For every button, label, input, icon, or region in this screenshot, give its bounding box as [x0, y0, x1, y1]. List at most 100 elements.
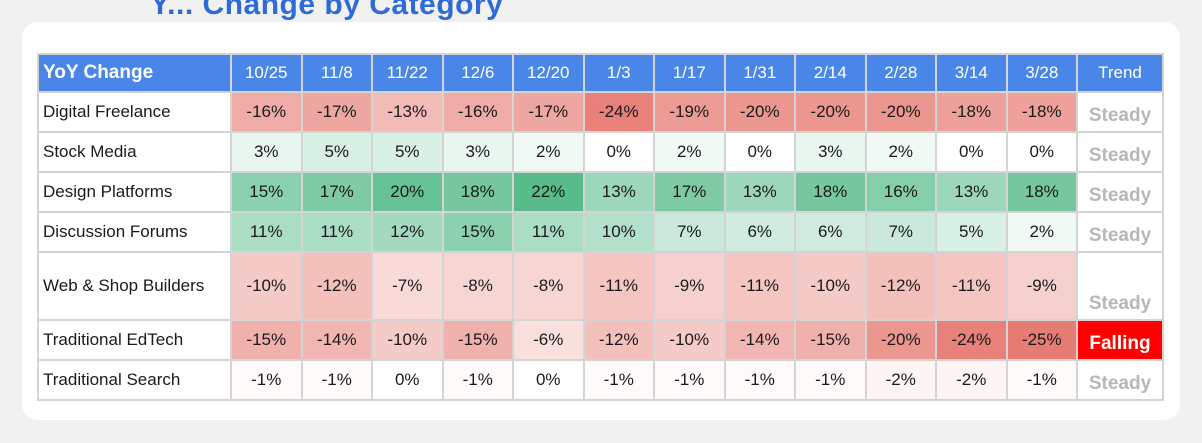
column-header: 1/3 [582, 53, 655, 93]
table-row: Stock Media 3% 5% 5% 3% 2% 0% 2% 0% 3% 2% 0% 0% Stead… [37, 131, 1164, 173]
value-cell: 11% [512, 211, 585, 253]
value-cell: 2% [653, 131, 726, 173]
trend-cell: Steady [1076, 251, 1164, 321]
value-cell: 0% [1005, 131, 1078, 173]
value-cell: 22% [512, 171, 585, 213]
header-row: YoY Change 10/25 11/8 11/22 12/6 12/20 1/3 1/1… [37, 53, 1164, 93]
value-cell: 13% [723, 171, 796, 213]
table-row: Traditional EdTech -15% -14% -10% -15% -6% -12… [37, 319, 1164, 361]
value-cell: 15% [441, 211, 514, 253]
value-cell: -9% [653, 251, 726, 321]
value-cell: -12% [864, 251, 937, 321]
column-header: 11/8 [300, 53, 373, 93]
value-cell: -25% [1005, 319, 1078, 361]
value-cell: -17% [300, 91, 373, 133]
value-cell: -24% [935, 319, 1008, 361]
table-card: YoY Change 10/25 11/8 11/22 12/6 12/20 1/3 1/1… [22, 22, 1180, 420]
value-cell: -10% [653, 319, 726, 361]
column-header: 10/25 [230, 53, 303, 93]
value-cell: -1% [723, 359, 796, 401]
value-cell: 15% [230, 171, 303, 213]
value-cell: -18% [1005, 91, 1078, 133]
value-cell: -12% [300, 251, 373, 321]
value-cell: -24% [582, 91, 655, 133]
value-cell: -20% [864, 319, 937, 361]
value-cell: -1% [1005, 359, 1078, 401]
value-cell: -8% [441, 251, 514, 321]
value-cell: -10% [230, 251, 303, 321]
value-cell: -11% [935, 251, 1008, 321]
value-cell: -20% [864, 91, 937, 133]
table-row: Digital Freelance -16% -17% -13% -16% -17% -24… [37, 91, 1164, 133]
table-body: Digital Freelance -16% -17% -13% -16% -17% -24… [37, 91, 1164, 401]
page-title: Y... Change by Category [150, 0, 504, 21]
value-cell: -12% [582, 319, 655, 361]
value-cell: 3% [230, 131, 303, 173]
value-cell: 3% [794, 131, 867, 173]
trend-cell: Steady [1076, 211, 1164, 253]
value-cell: 12% [371, 211, 444, 253]
value-cell: 16% [864, 171, 937, 213]
value-cell: 13% [582, 171, 655, 213]
value-cell: -11% [582, 251, 655, 321]
trend-cell: Steady [1076, 359, 1164, 401]
value-cell: -2% [864, 359, 937, 401]
value-cell: -13% [371, 91, 444, 133]
column-header: 3/14 [935, 53, 1008, 93]
table-row: Design Platforms 15% 17% 20% 18% 22% 13% 17% 13%… [37, 171, 1164, 213]
value-cell: -6% [512, 319, 585, 361]
column-header: 11/22 [371, 53, 444, 93]
value-cell: 6% [723, 211, 796, 253]
value-cell: 7% [864, 211, 937, 253]
value-cell: -1% [441, 359, 514, 401]
value-cell: 11% [300, 211, 373, 253]
column-header: 3/28 [1005, 53, 1078, 93]
value-cell: 0% [723, 131, 796, 173]
row-label: Discussion Forums [37, 211, 232, 253]
value-cell: 2% [1005, 211, 1078, 253]
table-row: Web & Shop Builders -10% -12% -7% -8% -8% -11%… [37, 251, 1164, 321]
column-header: 2/14 [794, 53, 867, 93]
trend-header: Trend [1076, 53, 1164, 93]
value-cell: 5% [935, 211, 1008, 253]
value-cell: 2% [864, 131, 937, 173]
corner-header: YoY Change [37, 53, 232, 93]
value-cell: -10% [794, 251, 867, 321]
value-cell: -15% [441, 319, 514, 361]
value-cell: -15% [794, 319, 867, 361]
value-cell: -14% [300, 319, 373, 361]
value-cell: -19% [653, 91, 726, 133]
table-row: Discussion Forums 11% 11% 12% 15% 11% 10% 7% 6% 6… [37, 211, 1164, 253]
value-cell: 0% [371, 359, 444, 401]
trend-cell: Falling [1076, 319, 1164, 361]
value-cell: 18% [794, 171, 867, 213]
value-cell: 0% [935, 131, 1008, 173]
value-cell: -8% [512, 251, 585, 321]
value-cell: 18% [441, 171, 514, 213]
row-label: Design Platforms [37, 171, 232, 213]
value-cell: -10% [371, 319, 444, 361]
column-header: 2/28 [864, 53, 937, 93]
yoy-change-table: YoY Change 10/25 11/8 11/22 12/6 12/20 1/3 1/1… [37, 53, 1164, 401]
value-cell: 0% [512, 359, 585, 401]
value-cell: -2% [935, 359, 1008, 401]
value-cell: 10% [582, 211, 655, 253]
value-cell: -1% [300, 359, 373, 401]
value-cell: -15% [230, 319, 303, 361]
value-cell: -9% [1005, 251, 1078, 321]
value-cell: -7% [371, 251, 444, 321]
value-cell: -17% [512, 91, 585, 133]
value-cell: 5% [371, 131, 444, 173]
value-cell: -18% [935, 91, 1008, 133]
trend-cell: Steady [1076, 91, 1164, 133]
table-row: Traditional Search -1% -1% 0% -1% 0% -1% -1% -1%… [37, 359, 1164, 401]
row-label: Digital Freelance [37, 91, 232, 133]
value-cell: -16% [441, 91, 514, 133]
value-cell: 17% [300, 171, 373, 213]
value-cell: -1% [230, 359, 303, 401]
value-cell: -11% [723, 251, 796, 321]
value-cell: 2% [512, 131, 585, 173]
value-cell: -16% [230, 91, 303, 133]
trend-cell: Steady [1076, 171, 1164, 213]
value-cell: 6% [794, 211, 867, 253]
